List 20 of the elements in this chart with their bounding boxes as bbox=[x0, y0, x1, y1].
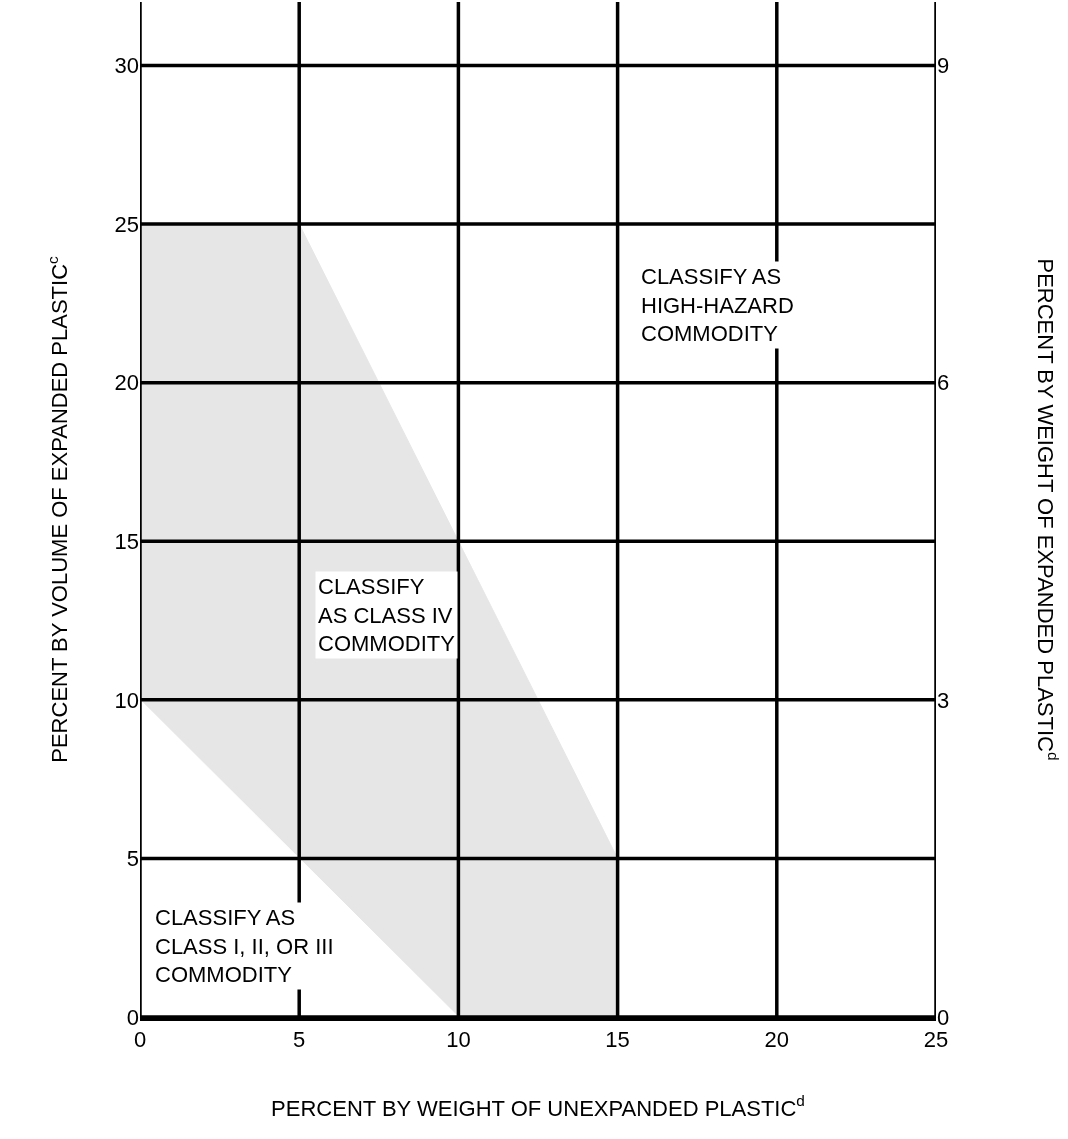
y-tick-label: 20 bbox=[114, 370, 139, 396]
x-tick-label: 5 bbox=[293, 1027, 306, 1053]
x-tick-label: 15 bbox=[605, 1027, 630, 1053]
y-tick-label: 15 bbox=[114, 528, 139, 554]
y2-tick-label: 0 bbox=[937, 1004, 950, 1030]
annotation: CLASSIFY AS HIGH-HAZARD COMMODITY bbox=[641, 264, 794, 347]
y2-tick-label: 9 bbox=[937, 53, 950, 79]
annotation: CLASSIFY AS CLASS I, II, OR III COMMODITY bbox=[155, 905, 334, 988]
y-tick-label: 0 bbox=[126, 1004, 139, 1030]
y-tick-label: 25 bbox=[114, 211, 139, 237]
y-tick-label: 30 bbox=[114, 53, 139, 79]
y2-tick-label: 3 bbox=[937, 687, 950, 713]
y-tick-label: 5 bbox=[126, 846, 139, 872]
x-tick-label: 10 bbox=[446, 1027, 471, 1053]
x-axis-title: PERCENT BY WEIGHT OF UNEXPANDED PLASTIC$^{d}$ bbox=[271, 1092, 805, 1121]
x-tick-label: 25 bbox=[923, 1027, 949, 1053]
x-tick-label: 20 bbox=[764, 1027, 790, 1053]
y-tick-label: 10 bbox=[114, 687, 139, 713]
y2-tick-label: 6 bbox=[937, 370, 950, 396]
annotation: CLASSIFY AS CLASS IV COMMODITY bbox=[318, 574, 456, 657]
